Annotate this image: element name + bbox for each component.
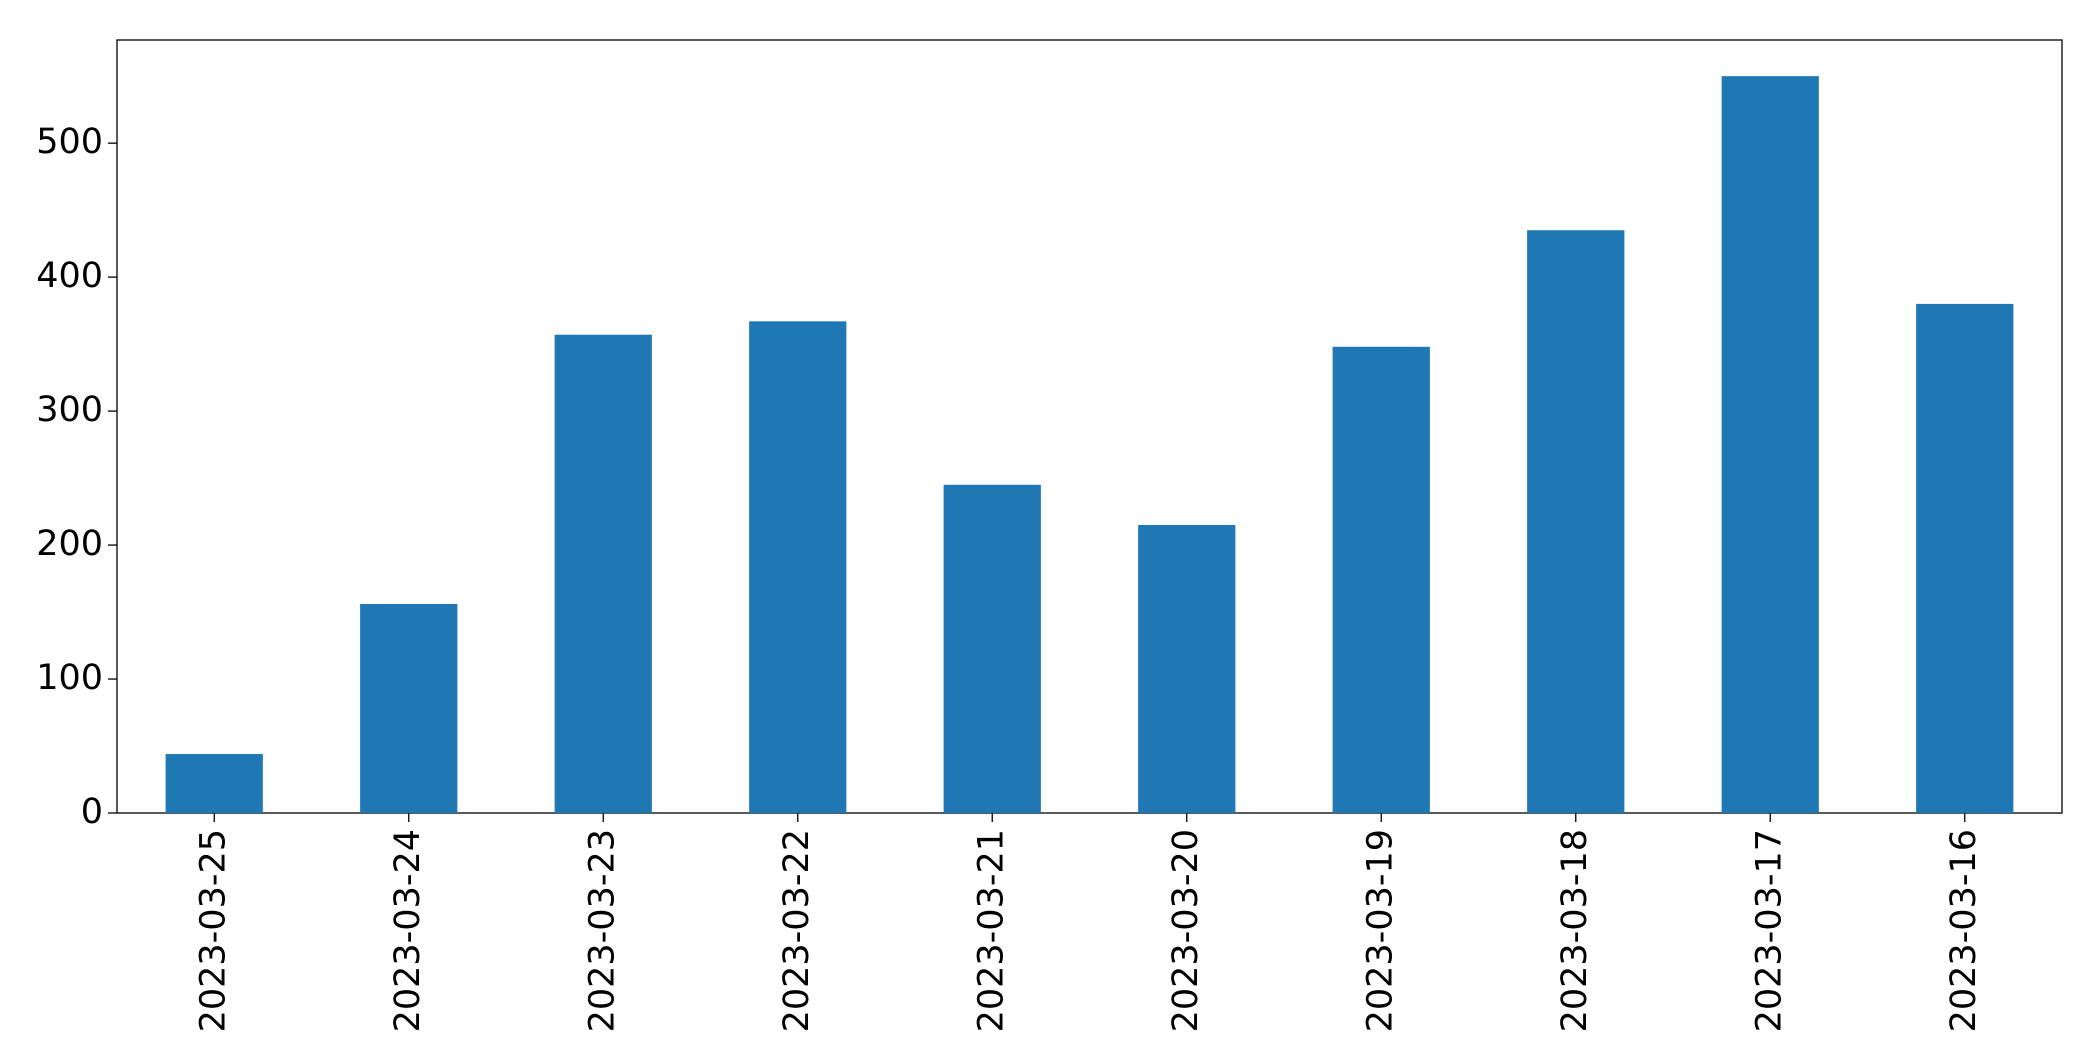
bar	[1527, 230, 1625, 813]
y-tick-label: 100	[36, 658, 103, 698]
x-tick-label: 2023-03-20	[1166, 829, 1206, 1032]
bar	[943, 484, 1041, 813]
bar	[165, 754, 263, 813]
bar	[360, 604, 458, 813]
y-tick-label: 0	[81, 792, 103, 832]
x-tick-label: 2023-03-16	[1944, 829, 1984, 1032]
bar	[1138, 524, 1236, 813]
bar	[749, 321, 847, 813]
x-tick-label: 2023-03-23	[582, 829, 622, 1032]
x-tick-label: 2023-03-17	[1749, 829, 1789, 1032]
bar	[1916, 303, 2014, 813]
x-tick-label: 2023-03-19	[1360, 829, 1400, 1032]
y-tick-label: 200	[36, 524, 103, 564]
bar	[1332, 346, 1430, 813]
x-tick-label: 2023-03-22	[777, 829, 817, 1032]
x-tick-label: 2023-03-18	[1555, 829, 1595, 1032]
x-tick-label: 2023-03-24	[388, 829, 428, 1032]
y-tick-label: 500	[36, 122, 103, 162]
bar	[1721, 76, 1819, 814]
y-tick-label: 400	[36, 256, 103, 296]
y-tick-label: 300	[36, 390, 103, 430]
bar	[554, 334, 652, 813]
plot-frame	[116, 39, 2063, 814]
x-tick-label: 2023-03-25	[193, 829, 233, 1032]
x-tick-label: 2023-03-21	[971, 829, 1011, 1032]
